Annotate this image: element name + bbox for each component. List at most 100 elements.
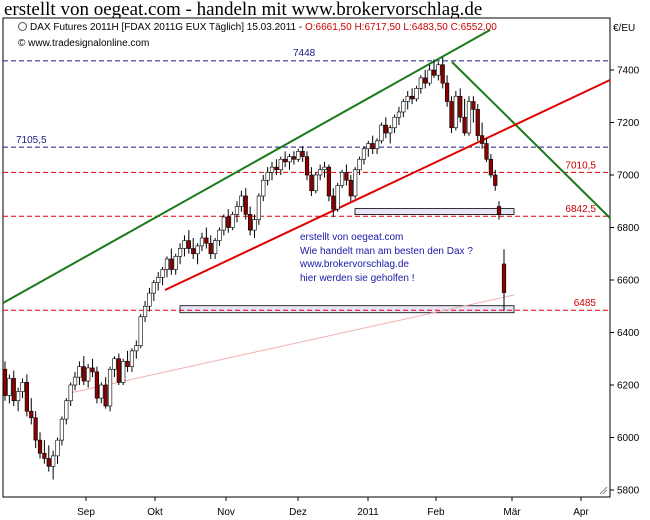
page-title: erstellt von oegeat.com - handeln mit ww… [4, 0, 483, 20]
annotation-line: hier werden sie geholfen ! [300, 272, 415, 284]
candle-body [405, 95, 410, 102]
candle-body [217, 229, 222, 241]
candle-body [501, 263, 507, 293]
x-tick-label: 2011 [357, 507, 379, 518]
x-tick-label: Nov [217, 507, 235, 518]
candle-body [64, 400, 69, 420]
y-tick-label: 6000 [617, 433, 640, 444]
instrument-name: DAX Futures 2011H [FDAX 2011G EUX Täglic… [30, 22, 305, 33]
candle-body [151, 282, 156, 294]
candle-body [348, 179, 353, 197]
candle-body [107, 368, 113, 407]
candle-body [16, 391, 21, 402]
candle-body [42, 452, 47, 459]
candle-body [462, 116, 467, 134]
candle-body [51, 455, 56, 467]
candle-body [46, 458, 51, 467]
candle-body [392, 116, 397, 129]
candle-body [339, 172, 345, 186]
candle-body [239, 195, 244, 207]
long-support-line [69, 294, 515, 394]
y-tick-label: 7200 [617, 118, 640, 129]
candle-body [444, 82, 450, 102]
level-label: 6842,5 [565, 204, 596, 215]
candle-body [103, 384, 108, 407]
candle-body [86, 367, 91, 382]
candle-body [164, 258, 170, 270]
candle-body [77, 366, 82, 378]
resize-grip-icon [599, 486, 608, 495]
candle-body [248, 214, 253, 231]
candle-body [72, 376, 78, 386]
y-tick-label: 7400 [617, 66, 640, 77]
candle-body [488, 158, 493, 176]
candle-body [156, 277, 161, 283]
candle-body [353, 169, 358, 197]
candle-body [431, 69, 437, 76]
candle-body [243, 195, 248, 215]
candle-body [291, 156, 296, 160]
chart-settings-icon[interactable] [18, 22, 27, 31]
candle-body [24, 382, 29, 412]
candle-body [471, 101, 476, 110]
candle-body [383, 124, 388, 134]
currency-unit: €/EU [613, 23, 636, 34]
candle-body [177, 248, 183, 257]
support-trendline [164, 79, 611, 291]
candle-body [125, 361, 130, 367]
candle-body [379, 124, 384, 142]
candle-body [331, 195, 336, 210]
ohlc-values: O:6661,50 H:6717,50 L:6483,50 C:6552,00 [304, 22, 497, 33]
x-tick-label: Feb [427, 507, 445, 518]
y-axis-ticks: 5800 6000 6200 6400 6600 6800 7000 7200 7400 [610, 66, 640, 497]
level-label: 7448 [293, 48, 316, 59]
x-tick-label: Dez [289, 507, 307, 518]
candle-body [326, 166, 332, 197]
level-label: 6485 [574, 298, 597, 309]
level-label: 7010,5 [565, 160, 596, 171]
x-tick-label: Okt [147, 507, 163, 518]
candle-body [493, 174, 498, 186]
candle-body [344, 172, 349, 181]
y-tick-label: 7000 [617, 171, 640, 182]
support-zone-box [179, 305, 515, 314]
candle-body [313, 174, 318, 192]
x-axis-ticks: Sep Okt Nov Dez 2011 Feb Mär Apr [77, 497, 589, 518]
candle-body [29, 410, 34, 419]
candle-body [475, 109, 480, 136]
annotation-line: erstellt von oegeat.com [300, 232, 404, 243]
candle-body [427, 69, 432, 84]
candle-body [322, 166, 327, 171]
candle-body [440, 64, 445, 84]
y-tick-label: 6200 [617, 381, 640, 392]
annotation-line: www.brokervorschlag.de [300, 259, 409, 270]
candle-body [480, 135, 485, 144]
candle-body [304, 156, 310, 176]
candle-body [7, 378, 12, 396]
level-label: 7105,5 [16, 135, 47, 146]
candle-body [99, 384, 104, 399]
candle-body [195, 245, 200, 255]
candle-body [357, 158, 362, 171]
trendlines [2, 29, 611, 394]
candle-body [418, 77, 423, 89]
x-tick-label: Sep [77, 507, 95, 518]
candle-body [370, 143, 375, 150]
candle-body [361, 148, 367, 160]
candle-body [269, 166, 275, 173]
chart-credit: © www.tradesignalonline.com [18, 38, 150, 49]
candle-body [374, 140, 380, 150]
y-tick-label: 6800 [617, 223, 640, 234]
candle-body [449, 101, 454, 129]
candle-body [256, 195, 261, 220]
annotation-line: Wie handelt man am besten den Dax ? [300, 245, 473, 257]
candle-body [296, 151, 301, 160]
candle-body [121, 361, 126, 383]
candle-body [2, 368, 8, 396]
x-tick-label: Apr [573, 507, 589, 518]
candle-body [90, 367, 95, 373]
candle-body [208, 242, 213, 255]
candle-body [142, 305, 148, 318]
candle-body [234, 206, 240, 215]
candle-body [199, 237, 205, 247]
